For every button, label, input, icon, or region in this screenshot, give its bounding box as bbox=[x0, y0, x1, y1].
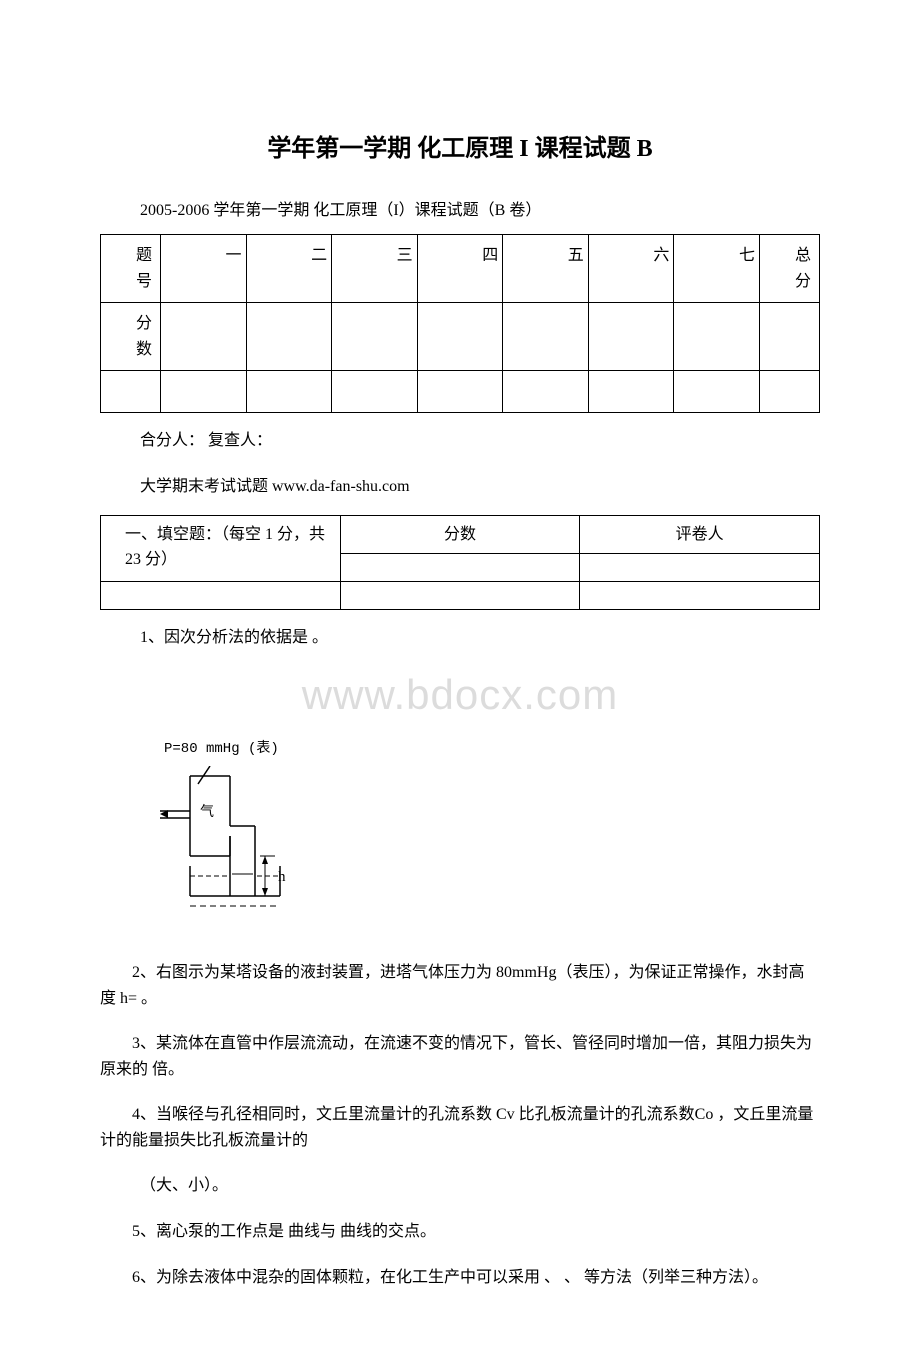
diagram-svg: 气 h bbox=[160, 766, 330, 926]
empty-cell bbox=[760, 371, 820, 413]
diagram-gas-label: 气 bbox=[200, 804, 214, 820]
signers-line: 合分人： 复查人： bbox=[140, 428, 820, 454]
table-row: 题号 一 二 三 四 五 六 七 总分 bbox=[101, 234, 820, 302]
empty-cell bbox=[674, 371, 760, 413]
source-link-line: 大学期末考试试题 www.da-fan-shu.com bbox=[140, 474, 820, 500]
score-header: 分数 bbox=[340, 515, 580, 554]
table-row: 分数 bbox=[101, 303, 820, 371]
empty-cell bbox=[161, 371, 247, 413]
empty-cell bbox=[246, 371, 332, 413]
col-header: 五 bbox=[503, 234, 589, 302]
section-label: 一、填空题：（每空 1 分，共 23 分） bbox=[101, 515, 341, 582]
empty-cell bbox=[332, 371, 418, 413]
total-label: 总分 bbox=[780, 243, 815, 294]
empty-cell bbox=[101, 582, 341, 610]
table-row bbox=[101, 371, 820, 413]
col-header: 总分 bbox=[760, 234, 820, 302]
table-row bbox=[101, 582, 820, 610]
question-3: 3、某流体在直管中作层流流动，在流速不变的情况下，管长、管径同时增加一倍，其阻力… bbox=[100, 1031, 820, 1082]
row-label-cell: 分数 bbox=[101, 303, 161, 371]
col-header: 七 bbox=[674, 234, 760, 302]
score-cell bbox=[588, 303, 674, 371]
row-label-cell: 题号 bbox=[101, 234, 161, 302]
liquid-seal-diagram: P=80 mmHg (表) 气 h bbox=[160, 738, 820, 935]
empty-cell bbox=[101, 371, 161, 413]
row-label: 题号 bbox=[121, 243, 156, 294]
empty-cell bbox=[417, 371, 503, 413]
question-5: 5、离心泵的工作点是 曲线与 曲线的交点。 bbox=[100, 1219, 820, 1245]
empty-cell bbox=[340, 554, 580, 582]
score-cell bbox=[161, 303, 247, 371]
col-header: 二 bbox=[246, 234, 332, 302]
empty-cell bbox=[503, 371, 589, 413]
question-1: 1、因次分析法的依据是 。 bbox=[140, 625, 820, 651]
score-cell bbox=[246, 303, 332, 371]
question-6: 6、为除去液体中混杂的固体颗粒，在化工生产中可以采用 、 、 等方法（列举三种方… bbox=[100, 1265, 820, 1291]
diagram-pressure-label: P=80 mmHg (表) bbox=[164, 738, 820, 760]
grader-header: 评卷人 bbox=[580, 515, 820, 554]
score-cell bbox=[332, 303, 418, 371]
col-header: 三 bbox=[332, 234, 418, 302]
empty-cell bbox=[580, 554, 820, 582]
score-cell bbox=[503, 303, 589, 371]
col-header: 一 bbox=[161, 234, 247, 302]
subtitle: 2005-2006 学年第一学期 化工原理（I）课程试题（B 卷） bbox=[140, 198, 820, 224]
score-cell bbox=[760, 303, 820, 371]
question-4: 4、当喉径与孔径相同时，文丘里流量计的孔流系数 Cv 比孔板流量计的孔流系数Co… bbox=[100, 1102, 820, 1153]
watermark-text: www.bdocx.com bbox=[100, 661, 820, 728]
score-cell bbox=[674, 303, 760, 371]
empty-cell bbox=[340, 582, 580, 610]
col-header: 六 bbox=[588, 234, 674, 302]
empty-cell bbox=[588, 371, 674, 413]
empty-cell bbox=[580, 582, 820, 610]
col-header: 四 bbox=[417, 234, 503, 302]
table-row: 一、填空题：（每空 1 分，共 23 分） 分数 评卷人 bbox=[101, 515, 820, 554]
diagram-h-label: h bbox=[278, 869, 286, 885]
section-table: 一、填空题：（每空 1 分，共 23 分） 分数 评卷人 bbox=[100, 515, 820, 611]
question-4-note: （大、小）。 bbox=[140, 1173, 820, 1199]
score-table: 题号 一 二 三 四 五 六 七 总分 分数 bbox=[100, 234, 820, 413]
score-cell bbox=[417, 303, 503, 371]
row-label: 分数 bbox=[121, 311, 156, 362]
question-2: 2、右图示为某塔设备的液封装置，进塔气体压力为 80mmHg（表压），为保证正常… bbox=[100, 960, 820, 1011]
page-title: 学年第一学期 化工原理 I 课程试题 B bbox=[100, 130, 820, 168]
